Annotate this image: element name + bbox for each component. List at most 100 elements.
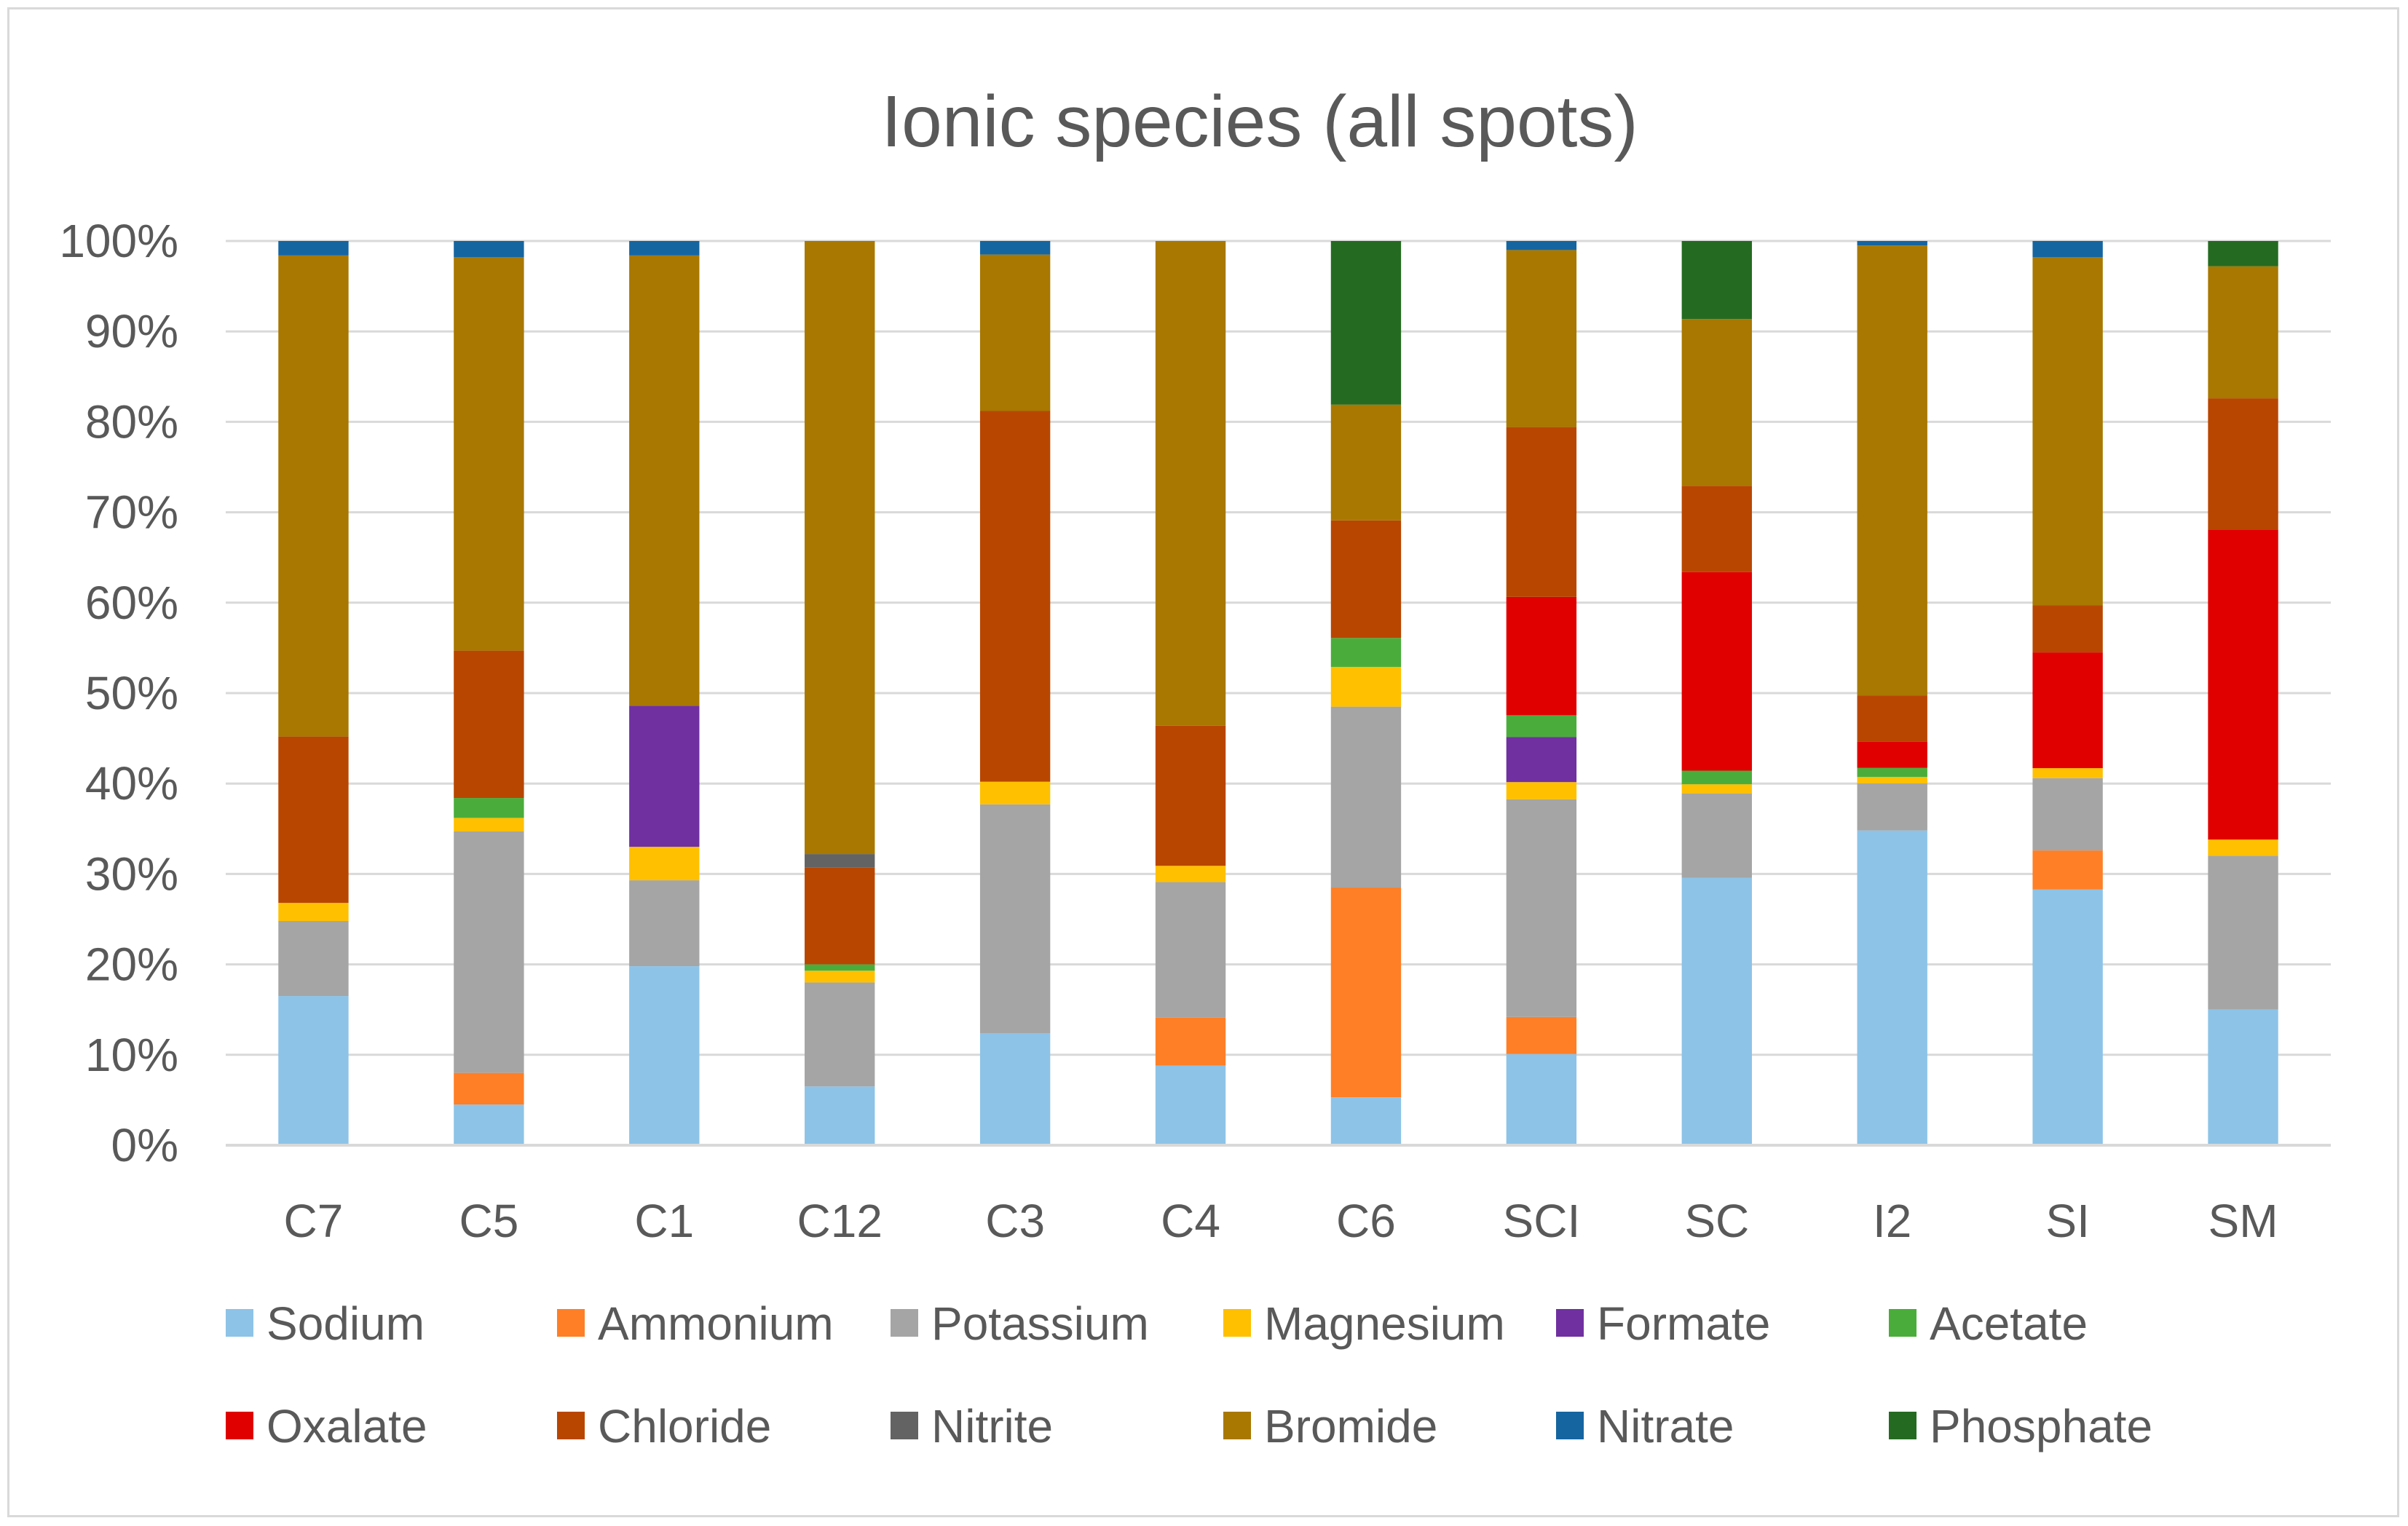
bar-segment-sci-sodium	[1506, 1053, 1577, 1145]
x-category-label: C1	[634, 1195, 694, 1247]
bar-segment-c7-magnesium	[278, 903, 349, 921]
bar-stack-c7	[278, 241, 349, 1145]
bar-segment-c4-ammonium	[1155, 1017, 1226, 1066]
x-category-label: I2	[1873, 1195, 1911, 1247]
legend-swatch	[1223, 1412, 1251, 1439]
legend-swatch	[226, 1309, 253, 1337]
legend-label: Ammonium	[598, 1297, 834, 1350]
legend-label: Bromide	[1264, 1400, 1437, 1452]
bar-segment-sc-magnesium	[1681, 784, 1752, 794]
bar-segment-c12-nitrite	[805, 854, 875, 868]
legend-label: Nitrite	[931, 1400, 1053, 1452]
x-category-label: C3	[985, 1195, 1045, 1247]
legend-label: Nitrate	[1597, 1400, 1734, 1452]
x-category-label: C7	[284, 1195, 344, 1247]
bar-segment-c3-sodium	[979, 1032, 1051, 1145]
x-category-label: SCI	[1503, 1195, 1581, 1247]
bar-segment-c12-acetate	[805, 964, 875, 971]
chart-title: Ionic species (all spots)	[881, 81, 1638, 162]
legend-item-oxalate: Oxalate	[226, 1400, 427, 1452]
bar-segment-sci-potassium	[1506, 799, 1577, 1017]
bar-segment-sci-formate	[1506, 737, 1577, 783]
bar-stack-sci	[1506, 241, 1577, 1145]
bar-segment-c6-phosphate	[1330, 241, 1402, 405]
bar-segment-c6-potassium	[1330, 706, 1402, 888]
x-category-label: SM	[2208, 1195, 2278, 1247]
bar-segment-c12-potassium	[805, 982, 875, 1087]
bar-segment-c12-sodium	[805, 1086, 875, 1145]
bar-segment-c3-chloride	[979, 411, 1051, 782]
bar-segment-si-magnesium	[2032, 768, 2103, 778]
bar-segment-sc-sodium	[1681, 877, 1752, 1145]
bar-segment-sm-sodium	[2208, 1009, 2278, 1145]
legend-label: Acetate	[1930, 1297, 2088, 1350]
bar-segment-si-potassium	[2032, 778, 2103, 851]
bar-segment-sci-bromide	[1506, 250, 1577, 427]
bar-segment-sc-potassium	[1681, 793, 1752, 878]
bar-segment-c4-bromide	[1155, 241, 1226, 726]
bar-stack-c3	[979, 241, 1051, 1145]
bar-segment-i2-nitrate	[1857, 241, 1927, 246]
bar-segment-sci-acetate	[1506, 715, 1577, 738]
bar-segment-si-ammonium	[2032, 850, 2103, 890]
y-tick-label: 10%	[85, 1029, 178, 1081]
bar-segment-c4-chloride	[1155, 725, 1226, 866]
bar-segment-c1-sodium	[629, 966, 700, 1145]
bar-segment-c12-bromide	[805, 241, 875, 855]
bar-stack-c5	[454, 241, 524, 1145]
bar-segment-c6-magnesium	[1330, 666, 1402, 707]
bar-segment-c7-bromide	[278, 255, 349, 737]
bar-segment-c7-sodium	[278, 996, 349, 1145]
bar-segment-i2-acetate	[1857, 767, 1927, 778]
legend-swatch	[557, 1309, 585, 1337]
bar-stack-c6	[1330, 241, 1402, 1145]
bar-segment-sc-phosphate	[1681, 241, 1752, 320]
y-tick-label: 70%	[85, 486, 178, 539]
bar-segment-sci-oxalate	[1506, 596, 1577, 716]
bar-segment-i2-sodium	[1857, 830, 1927, 1145]
bar-segment-c1-potassium	[629, 880, 700, 967]
legend-swatch	[1889, 1412, 1916, 1439]
bar-segment-c5-sodium	[454, 1104, 524, 1145]
legend-label: Chloride	[598, 1400, 771, 1452]
bar-segment-c4-potassium	[1155, 882, 1226, 1018]
y-tick-label: 40%	[85, 757, 178, 810]
legend-item-acetate: Acetate	[1889, 1297, 2088, 1350]
bar-segment-c1-bromide	[629, 255, 700, 706]
legend-item-bromide: Bromide	[1223, 1400, 1437, 1452]
legend-label: Formate	[1597, 1297, 1770, 1350]
legend-item-nitrite: Nitrite	[891, 1400, 1053, 1452]
bar-segment-si-bromide	[2032, 257, 2103, 606]
legend-swatch	[557, 1412, 585, 1439]
bar-segment-sm-potassium	[2208, 855, 2278, 1010]
legend-swatch	[891, 1412, 918, 1439]
bar-segment-i2-potassium	[1857, 783, 1927, 831]
y-tick-label: 60%	[85, 577, 178, 629]
bar-segment-sci-nitrate	[1506, 241, 1577, 250]
bar-stack-c1	[629, 241, 700, 1145]
bar-segment-sc-chloride	[1681, 486, 1752, 572]
bar-segment-sm-magnesium	[2208, 839, 2278, 856]
bar-stack-si	[2032, 241, 2103, 1145]
legend-item-nitrate: Nitrate	[1556, 1400, 1734, 1452]
y-axis-ticks: 0% 10% 20% 30% 40% 50% 60% 70% 80% 90% 100%	[59, 215, 178, 1171]
bar-segment-sc-acetate	[1681, 770, 1752, 785]
bar-segment-c6-sodium	[1330, 1097, 1402, 1145]
bar-segment-c12-magnesium	[805, 970, 875, 983]
bar-segment-sm-phosphate	[2208, 241, 2278, 266]
bar-segment-c5-chloride	[454, 650, 524, 799]
bar-segment-sci-chloride	[1506, 427, 1577, 597]
bar-segment-c5-magnesium	[454, 818, 524, 832]
bar-segment-c4-magnesium	[1155, 866, 1226, 882]
chart-frame: Ionic species (all spots) 0% 10% 20% 30% 40%…	[7, 7, 2399, 1517]
bar-segment-c4-sodium	[1155, 1065, 1226, 1145]
stacked-bar-chart: Ionic species (all spots) 0% 10% 20% 30% 40%…	[59, 81, 2331, 1452]
legend-item-chloride: Chloride	[557, 1400, 771, 1452]
legend-label: Phosphate	[1930, 1400, 2152, 1452]
bar-segment-c5-bromide	[454, 257, 524, 651]
legend-swatch	[1889, 1309, 1916, 1337]
y-tick-label: 0%	[111, 1119, 179, 1171]
bar-stack-c12	[805, 241, 875, 1145]
legend-item-sodium: Sodium	[226, 1297, 425, 1350]
y-tick-label: 100%	[59, 215, 178, 267]
